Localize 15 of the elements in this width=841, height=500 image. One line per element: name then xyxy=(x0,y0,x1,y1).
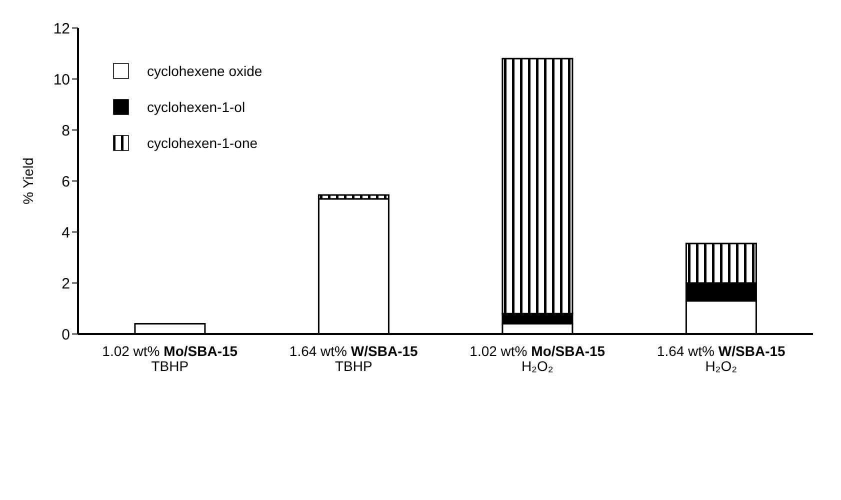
legend-label: cyclohexen-1-ol xyxy=(147,99,246,115)
y-axis-title: % Yield xyxy=(20,158,36,204)
legend-label: cyclohexene oxide xyxy=(147,63,262,79)
x-tick-label: 1.02 wt% Mo/SBA-15 TBHP xyxy=(102,343,238,374)
y-tick-label: 6 xyxy=(62,173,70,190)
x-tick-label: 1.64 wt% W/SBA-15 TBHP xyxy=(289,343,418,374)
x-tick-label: 1.64 wt% W/SBA-15 H₂O₂ xyxy=(656,343,786,374)
y-tick-label: 4 xyxy=(62,224,70,242)
y-tick-label: 10 xyxy=(53,71,70,88)
y-tick-label: 2 xyxy=(62,275,70,292)
y-tick-label: 0 xyxy=(62,326,70,344)
legend-label: cyclohexen-1-one xyxy=(147,135,258,151)
y-tick-label: 8 xyxy=(62,122,70,140)
y-tick-label: 12 xyxy=(53,20,70,38)
x-tick-label: 1.02 wt% Mo/SBA-15 H₂O₂ xyxy=(470,343,606,374)
